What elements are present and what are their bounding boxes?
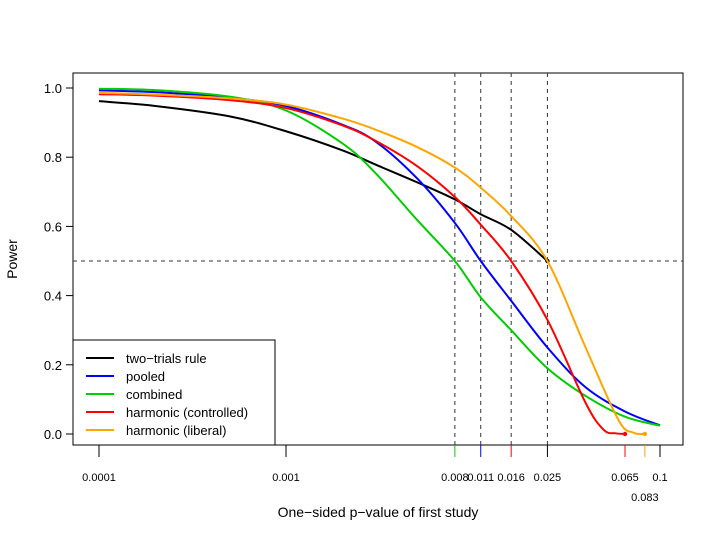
y-tick-label: 0.6 [44,219,62,234]
x-tick-label: 0.0001 [82,472,116,484]
y-axis-title: Power [4,239,20,279]
x-tick-label: 0.011 [467,472,494,484]
plot-frame [72,72,684,446]
legend-label: harmonic (controlled) [126,405,248,420]
x-tick-label: 0.083 [631,492,659,504]
y-axis: 0.0 0.2 0.4 0.6 0.8 1.0 [44,81,73,442]
legend-label: combined [126,387,182,402]
x-tick-label: 0.001 [272,472,300,484]
series-line-4 [98,91,645,436]
series-end-marker-3 [622,431,628,437]
series-line-3 [98,93,626,435]
legend-label: harmonic (liberal) [126,423,226,438]
series-end-marker-4 [642,431,648,437]
legend: two−trials rule pooled combined harmonic (c… [72,339,276,446]
x-tick-label: 0.065 [611,472,639,484]
y-tick-label: 0.2 [44,358,62,373]
y-tick-label: 0.8 [44,150,62,165]
x-tick-label: 0.1 [652,472,667,484]
y-tick-label: 0.4 [44,289,62,304]
y-tick-label: 1.0 [44,81,62,96]
x-tick-label: 0.008 [441,472,469,484]
series-lines [98,87,661,437]
x-tick-label: 0.016 [497,472,525,484]
series-line-0 [98,100,549,262]
x-tick-label: 0.025 [534,472,562,484]
legend-label: pooled [126,369,165,384]
legend-label: two−trials rule [126,351,207,366]
y-tick-label: 0.0 [44,427,62,442]
x-axis-title: One−sided p−value of first study [278,504,479,520]
